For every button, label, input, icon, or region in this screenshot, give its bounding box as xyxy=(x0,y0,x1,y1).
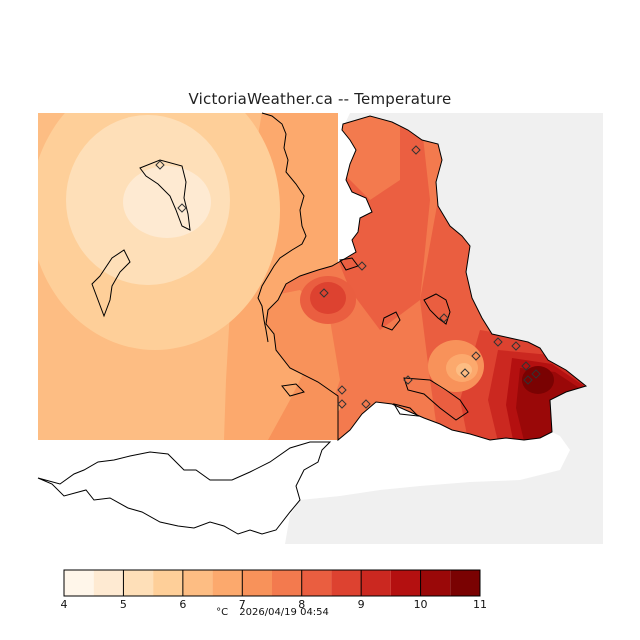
station-marker[interactable] xyxy=(511,341,521,351)
legend-tick-marks xyxy=(63,570,481,596)
islands-and-lakes xyxy=(91,159,469,421)
legend-tick-label: 4 xyxy=(61,598,68,611)
legend-bin xyxy=(450,570,480,596)
station-marker[interactable] xyxy=(357,261,367,271)
station-marker[interactable] xyxy=(177,203,187,213)
legend-bin xyxy=(153,570,183,596)
legend-bin xyxy=(64,570,94,596)
station-marker[interactable] xyxy=(155,160,165,170)
legend-tick-label: 5 xyxy=(120,598,127,611)
legend-tick-label: 10 xyxy=(414,598,428,611)
legend-tick-label: 6 xyxy=(179,598,186,611)
legend-tick-label: 9 xyxy=(358,598,365,611)
legend-tick-label: 7 xyxy=(239,598,246,611)
legend-bin xyxy=(272,570,302,596)
legend-bin xyxy=(93,570,124,596)
station-marker[interactable] xyxy=(531,369,541,379)
station-marker[interactable] xyxy=(523,375,533,385)
legend-bin xyxy=(212,570,243,596)
station-marker[interactable] xyxy=(439,313,449,323)
legend-bin xyxy=(361,570,391,596)
legend-tick-labels: 4 5 6 7 8 9 10 11 xyxy=(61,598,488,611)
station-marker[interactable] xyxy=(319,288,329,298)
legend-tick-label: 11 xyxy=(473,598,487,611)
legend-bin xyxy=(123,570,154,596)
island-coastline xyxy=(265,115,588,442)
legend-bin xyxy=(242,570,272,596)
station-marker[interactable] xyxy=(337,385,347,395)
map-title: VictoriaWeather.ca -- Temperature xyxy=(188,90,452,108)
station-marker[interactable] xyxy=(337,399,347,409)
mainland-coastline xyxy=(257,112,307,343)
legend-timestamp: 2026/04/19 04:54 xyxy=(239,607,329,618)
legend-unit: °C xyxy=(216,607,229,618)
station-marker[interactable] xyxy=(521,361,531,371)
color-legend xyxy=(63,569,481,597)
legend-bin xyxy=(182,570,213,596)
station-marker[interactable] xyxy=(460,368,470,378)
station-marker[interactable] xyxy=(361,399,371,409)
legend-bin xyxy=(301,570,332,596)
station-marker[interactable] xyxy=(471,351,481,361)
legend-bin xyxy=(420,570,451,596)
station-marker[interactable] xyxy=(403,375,413,385)
legend-tick-label: 8 xyxy=(298,598,305,611)
station-marker[interactable] xyxy=(493,337,503,347)
legend-bin xyxy=(390,570,421,596)
station-markers xyxy=(155,145,541,409)
legend-footer: °C 2026/04/19 04:54 xyxy=(0,607,545,618)
legend-bin xyxy=(331,570,362,596)
station-marker[interactable] xyxy=(411,145,421,155)
southern-coastline xyxy=(37,441,332,535)
